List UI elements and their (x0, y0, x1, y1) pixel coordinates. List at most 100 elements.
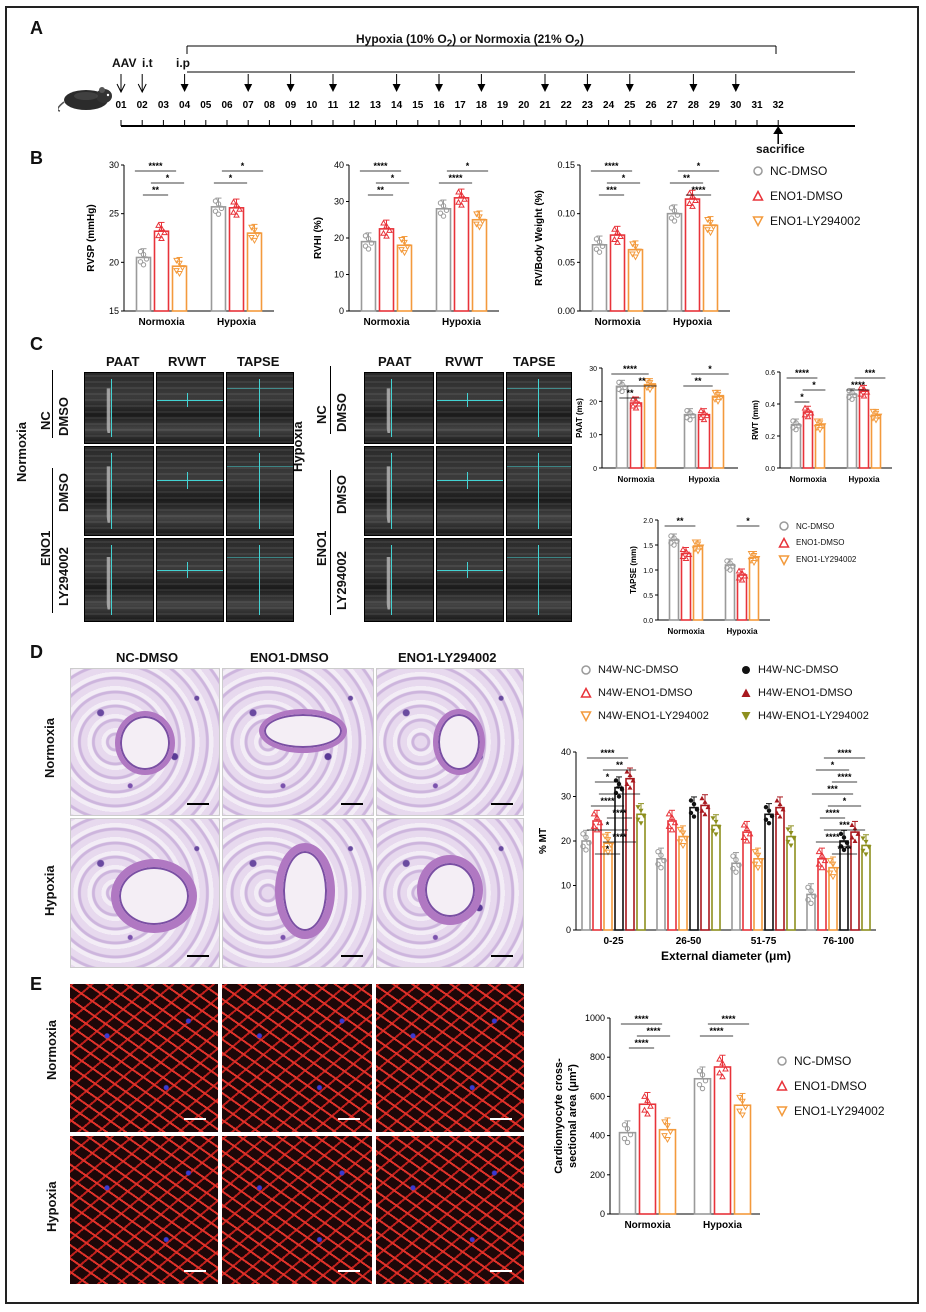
legend-marker-icon (779, 521, 789, 531)
data-point (766, 821, 772, 826)
panel-label-c: C (30, 334, 43, 354)
data-point (777, 801, 783, 807)
data-point (583, 847, 589, 853)
data-point (852, 838, 858, 843)
y-tick-label: 0.2 (765, 434, 775, 441)
bracket-line (52, 468, 53, 613)
sig-label: ** (626, 388, 634, 398)
x-tick-label: Normoxia (594, 317, 641, 328)
data-point (401, 250, 408, 257)
histology-image (376, 668, 524, 816)
y-tick-label: 10 (334, 270, 344, 280)
bar (453, 197, 470, 312)
data-point (785, 839, 791, 845)
bar (618, 1131, 637, 1215)
data-point (860, 392, 868, 399)
panel-label-a: A (30, 18, 43, 38)
data-point (624, 769, 630, 774)
row-normoxia-e: Normoxia (44, 1020, 59, 1080)
data-point (689, 202, 696, 209)
data-point (811, 893, 817, 899)
data-point (838, 831, 844, 837)
data-point (790, 418, 796, 424)
data-point (697, 544, 705, 551)
bar (846, 393, 858, 469)
bar (636, 813, 646, 931)
day-label: 23 (582, 100, 594, 111)
data-point (236, 205, 243, 212)
data-point (679, 842, 687, 849)
data-point (635, 817, 641, 823)
y-tick-label: 0 (339, 306, 344, 316)
figure-frame (5, 6, 919, 1304)
data-point (699, 1072, 706, 1078)
data-point (661, 857, 667, 864)
data-point (679, 830, 687, 837)
data-point (849, 396, 855, 402)
y-axis-label: Cardiomyocyte cross- (553, 1058, 565, 1174)
sig-label: * (606, 844, 610, 854)
data-point (583, 834, 589, 841)
sig-label: * (622, 173, 626, 183)
legend-marker-icon (580, 711, 592, 723)
legend-label: ENO1-DMSO (794, 1079, 867, 1094)
data-point (629, 402, 637, 409)
data-point (158, 234, 165, 241)
y-tick-label: 800 (590, 1052, 605, 1062)
histology-image (70, 818, 220, 968)
data-point (788, 843, 794, 848)
data-point (158, 224, 165, 231)
sig-label: **** (604, 161, 619, 171)
sig-label: ** (616, 760, 624, 770)
sig-label: **** (600, 748, 615, 758)
data-point (233, 201, 240, 208)
y-tick-label: 0.6 (765, 370, 775, 377)
data-point (658, 852, 664, 858)
legend-item: NC-DMSO (776, 1054, 851, 1068)
data-point (437, 200, 444, 206)
data-point (616, 379, 622, 386)
legend-marker-icon (581, 665, 591, 675)
x-tick-label: Normoxia (618, 475, 655, 484)
data-point (383, 222, 390, 229)
label-ly: LY294002 (56, 547, 71, 606)
sig-label: *** (827, 784, 838, 794)
data-point (644, 1110, 651, 1117)
data-point (215, 201, 222, 207)
y-tick-label: 0.0 (643, 618, 653, 625)
fluorescence-image (222, 984, 372, 1132)
bar (697, 413, 711, 469)
data-point (808, 900, 814, 907)
legend-marker-icon (742, 666, 750, 674)
bar (731, 862, 741, 931)
bar (764, 813, 774, 931)
data-point (866, 845, 872, 850)
data-point (738, 576, 746, 583)
data-point (674, 212, 681, 218)
data-point (655, 861, 661, 867)
data-point (872, 417, 880, 424)
legend-label: H4W-ENO1-DMSO (758, 687, 853, 700)
col-nc-dmso: NC-DMSO (116, 650, 179, 665)
bar (684, 198, 701, 312)
data-point (722, 1065, 729, 1072)
bar (666, 212, 683, 312)
timeline-title-sub: 2 (446, 38, 453, 50)
bar (678, 835, 688, 931)
day-label: 18 (476, 100, 488, 111)
legend-label: ENO1-DMSO (770, 189, 843, 204)
data-point (590, 822, 598, 829)
data-point (869, 408, 877, 415)
data-point (580, 843, 586, 850)
data-point (676, 826, 684, 833)
data-point (440, 203, 447, 209)
bar (711, 824, 721, 931)
data-point (694, 541, 702, 548)
data-point (671, 819, 679, 826)
label-nc-h: NC (314, 405, 329, 424)
y-tick-label: 1.5 (643, 543, 653, 550)
x-tick-label: Normoxia (624, 1220, 671, 1231)
sig-label: **** (825, 808, 840, 818)
data-point (807, 409, 815, 416)
data-point (793, 426, 799, 433)
